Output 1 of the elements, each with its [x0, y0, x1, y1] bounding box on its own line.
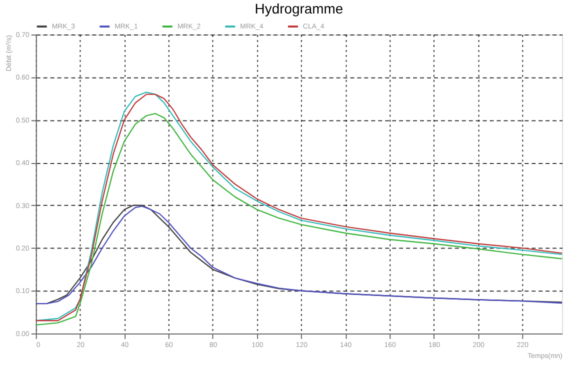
chart-title: Hydrogramme — [254, 0, 344, 17]
